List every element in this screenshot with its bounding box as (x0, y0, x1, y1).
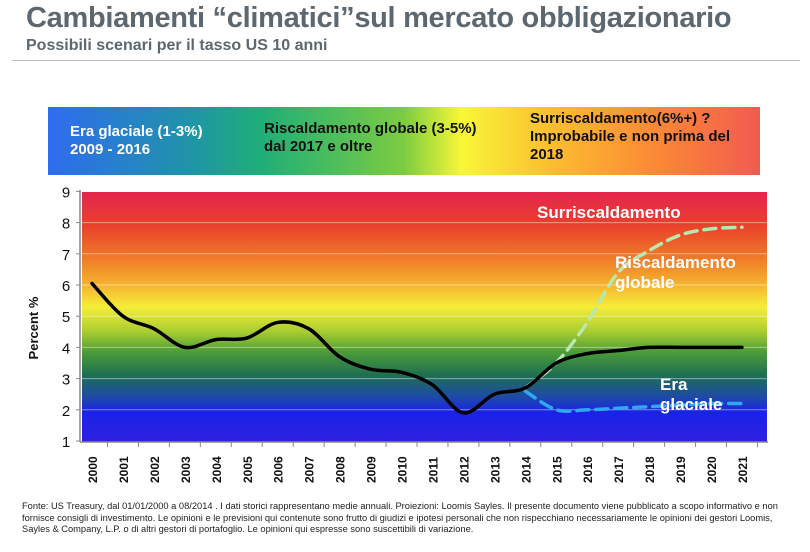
x-tick-label: 2010 (396, 456, 410, 483)
page-subtitle: Possibili scenari per il tasso US 10 ann… (26, 37, 328, 54)
series-line-era-glaciale (523, 389, 744, 413)
page-title: Cambiamenti “climatici”sul mercato obbli… (26, 2, 732, 34)
y-axis-label: Percent % (26, 296, 41, 359)
x-tick-label: 2021 (736, 456, 750, 483)
y-tick-label: 9 (62, 184, 70, 201)
y-tick-label: 8 (62, 216, 70, 233)
x-tick-label: 2003 (179, 456, 193, 483)
x-tick-label: 2007 (303, 456, 317, 483)
x-tick-label: 2011 (426, 457, 440, 483)
scenario-banner: Era glaciale (1-3%) 2009 - 2016 Riscaldam… (48, 107, 760, 175)
x-tick-label: 2012 (457, 456, 471, 483)
hot-line2: Improbabile e non prima del (530, 128, 731, 145)
overheating-scenario: Surriscaldamento(6%+) ? Improbabile e non… (530, 110, 730, 164)
x-tick-label: 2000 (86, 456, 100, 483)
hot-line1: Surriscaldamento(6%+) ? (530, 110, 711, 127)
x-tick-label: 2002 (148, 456, 162, 483)
x-tick-label: 2013 (488, 456, 502, 483)
ice-age-scenario: Era glaciale (1-3%) 2009 - 2016 (70, 123, 203, 159)
ice-line1: Era glaciale (1-3%) (70, 123, 203, 140)
x-tick-label: 2019 (674, 456, 688, 483)
x-tick-label: 2008 (334, 456, 348, 483)
x-tick-label: 2001 (117, 456, 131, 483)
y-tick-label: 1 (62, 434, 70, 451)
hot-line3: 2018 (530, 146, 564, 163)
y-tick-label: 7 (62, 247, 70, 264)
x-tick-label: 2006 (272, 456, 286, 483)
annotation-ice-1: Era (660, 375, 688, 394)
warm-line1: Riscaldamento globale (3-5%) (264, 120, 477, 137)
plot-background (82, 192, 767, 442)
warming-scenario: Riscaldamento globale (3-5%) dal 2017 e o… (264, 120, 477, 156)
annotation-ice-2: glaciale (660, 395, 722, 414)
x-tick-label: 2015 (550, 456, 564, 483)
y-tick-label: 3 (62, 372, 70, 389)
x-tick-label: 2014 (519, 456, 533, 483)
series-line-us-10y (90, 281, 744, 415)
y-tick-label: 5 (62, 309, 70, 326)
warm-line2: dal 2017 e oltre (264, 138, 373, 155)
x-tick-label: 2017 (612, 456, 626, 483)
divider (12, 60, 800, 61)
y-tick-label: 6 (62, 278, 70, 295)
x-tick-label: 2009 (365, 456, 379, 483)
annotation-overheating: Surriscaldamento (537, 203, 681, 222)
y-tick-label: 4 (62, 340, 70, 357)
x-tick-label: 2020 (705, 456, 719, 483)
annotation-warming-2: globale (615, 273, 675, 292)
x-tick-label: 2018 (643, 456, 657, 483)
x-tick-label: 2005 (241, 456, 255, 483)
ice-line2: 2009 - 2016 (70, 141, 151, 158)
footnote: Fonte: US Treasury, dal 01/01/2000 a 08/… (22, 501, 778, 534)
y-tick-label: 2 (62, 403, 70, 420)
x-tick-label: 2016 (581, 456, 595, 483)
annotation-warming-1: Riscaldamento (615, 253, 736, 272)
rate-chart: 1 2 3 4 5 6 7 8 9 2000 2001 2002 2003 2004 2005 2006 200… (26, 184, 768, 483)
x-tick-label: 2004 (210, 456, 224, 483)
